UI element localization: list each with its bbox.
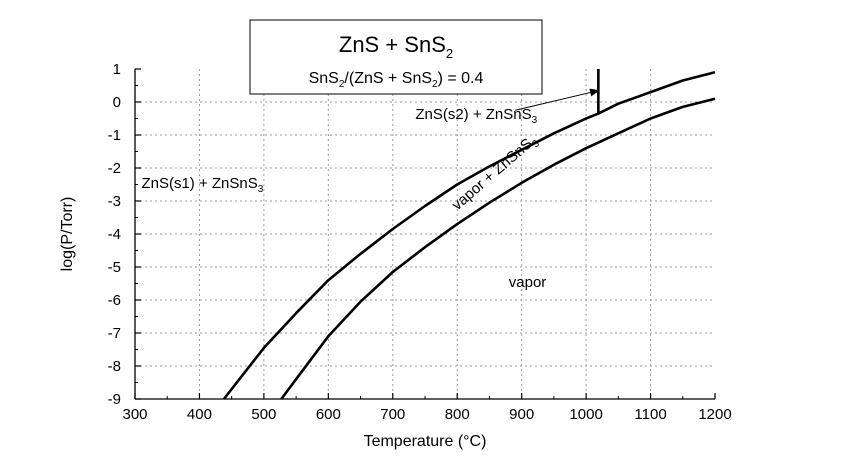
series-line-2: [280, 97, 716, 400]
title-box: ZnS + SnS2 SnS2/(ZnS + SnS2) = 0.4: [249, 19, 543, 95]
y-tick-label: -8: [108, 358, 121, 375]
axes: 300 400 500 600 700 800 900 1000 1100 1200 1 0 -1 -2 -…: [59, 61, 732, 450]
x-tick-label: 900: [509, 406, 534, 423]
grid: [135, 69, 715, 399]
region-labels: ZnS(s1) + ZnSnS3 ZnS(s2) + ZnSnS3 vapor + …: [141, 106, 546, 291]
x-tick-label: 500: [251, 406, 276, 423]
curves: [222, 69, 716, 400]
chart-title: ZnS + SnS2: [339, 32, 453, 61]
annotation-arrow: [515, 88, 600, 111]
y-tick-label: -7: [108, 325, 121, 342]
x-tick-label: 600: [316, 406, 341, 423]
y-tick-label: 1: [113, 61, 121, 78]
y-tick-label: -3: [108, 193, 121, 210]
x-tick-label: 1000: [569, 406, 602, 423]
x-tick-label: 1100: [634, 406, 666, 423]
y-tick-label: 0: [113, 94, 121, 111]
y-tick-label: -1: [108, 127, 121, 144]
y-tick-label: -6: [108, 292, 121, 309]
x-tick-label: 400: [187, 406, 212, 423]
x-tick-label: 300: [122, 406, 147, 423]
x-tick-label: 700: [380, 406, 405, 423]
region-label: ZnS(s1) + ZnSnS3: [141, 175, 263, 195]
y-tick-label: -5: [108, 259, 121, 276]
x-tick-label: 1200: [698, 406, 731, 423]
title-box-frame: [249, 19, 543, 95]
region-label: vapor: [509, 274, 547, 291]
series-line-1: [222, 71, 716, 400]
region-label: ZnS(s2) + ZnSnS3: [415, 106, 537, 126]
composition-ratio: SnS2/(ZnS + SnS2) = 0.4: [309, 70, 484, 90]
y-tick-label: -2: [108, 160, 121, 177]
y-tick-label: -9: [108, 391, 121, 408]
x-axis-title: Temperature (°C): [364, 433, 487, 450]
y-tick-label: -4: [108, 226, 121, 243]
y-axis-title: log(P/Torr): [59, 197, 76, 272]
x-tick-label: 800: [445, 406, 470, 423]
region-label: vapor + ZnSnS3: [449, 131, 542, 216]
